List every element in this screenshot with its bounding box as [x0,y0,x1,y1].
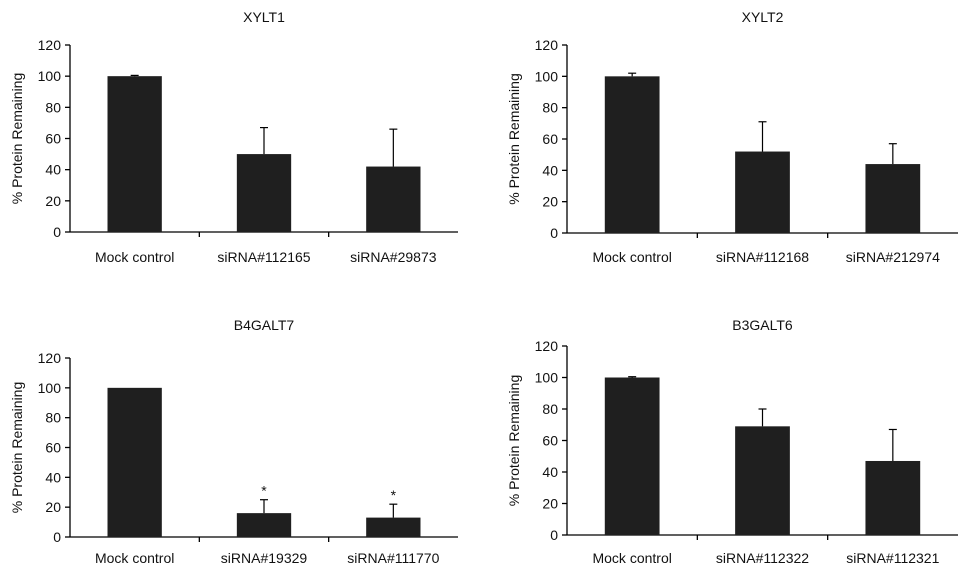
y-tick-label: 120 [38,350,62,366]
y-tick-label: 120 [38,37,62,53]
y-tick-label: 0 [550,225,558,241]
bar [236,154,292,232]
y-tick-label: 120 [535,37,559,53]
y-tick-label: 60 [542,433,558,449]
x-category-label: siRNA#112168 [716,249,809,265]
y-tick-label: 80 [542,401,558,417]
y-tick-label: 40 [542,162,558,178]
y-tick-label: 20 [542,194,558,210]
bar [366,517,421,537]
bar [366,166,421,232]
y-tick-label: 20 [45,193,61,209]
bar-chart-panel: B3GALT6 % Protein Remaining 0 20 40 60 80 100 12… [506,317,958,566]
y-tick-label: 80 [45,99,61,115]
y-tick-label: 0 [53,529,61,545]
bar [604,76,660,233]
chart-title: XYLT2 [742,9,784,25]
bar-chart-panel: B4GALT7 % Protein Remaining 0 20 40 60 80 100 12… [9,317,458,566]
x-category-label: siRNA#112321 [846,550,939,566]
y-tick-label: 20 [45,499,61,515]
y-tick-label: 100 [535,68,559,84]
y-tick-label: 20 [542,496,558,512]
x-category-label: Mock control [95,249,174,265]
y-tick-label: 120 [535,338,559,354]
y-tick-label: 40 [542,464,558,480]
chart-title: B3GALT6 [732,317,793,333]
y-tick-label: 60 [45,440,61,456]
y-tick-label: 0 [53,224,61,240]
y-tick-label: 40 [45,469,61,485]
chart-title: XYLT1 [243,9,285,25]
bar [735,426,790,535]
bar-chart-panel: XYLT1 % Protein Remaining 0 20 40 60 80 100 120 M… [9,9,458,265]
y-tick-label: 100 [38,68,62,84]
significance-marker: * [261,483,267,499]
x-category-label: siRNA#212974 [846,249,940,265]
x-category-label: Mock control [95,550,174,566]
x-category-label: Mock control [592,550,671,566]
y-tick-label: 100 [38,380,62,396]
x-category-label: siRNA#112165 [217,249,310,265]
y-axis-label: % Protein Remaining [506,73,522,205]
bar [865,164,921,233]
y-tick-label: 80 [45,410,61,426]
y-tick-label: 80 [542,100,558,116]
y-tick-label: 40 [45,162,61,178]
y-axis-label: % Protein Remaining [9,382,25,514]
y-axis-label: % Protein Remaining [9,73,25,205]
x-category-label: siRNA#112322 [716,550,809,566]
y-tick-label: 100 [535,370,559,386]
y-tick-label: 60 [542,131,558,147]
bar [865,460,921,535]
x-category-label: Mock control [592,249,671,265]
y-tick-label: 0 [550,527,558,543]
x-category-label: siRNA#111770 [347,550,439,566]
bar [107,76,162,233]
y-tick-label: 60 [45,131,61,147]
bar-chart-panel: XYLT2 % Protein Remaining 0 20 40 60 80 100 120 M… [506,9,958,265]
significance-marker: * [391,487,397,503]
chart-title: B4GALT7 [234,317,295,333]
bar [735,151,790,233]
x-category-label: siRNA#29873 [350,249,437,265]
bar [604,377,660,535]
bar [236,513,292,537]
y-axis-label: % Protein Remaining [506,375,522,507]
bar [107,387,162,537]
x-category-label: siRNA#19329 [221,550,308,566]
